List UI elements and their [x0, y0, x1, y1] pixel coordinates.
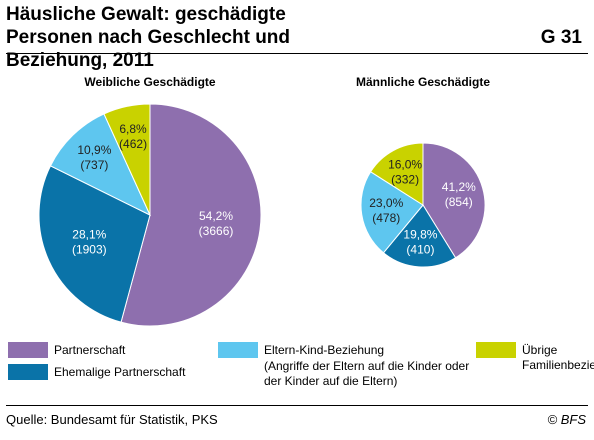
pie-slice	[369, 142, 424, 206]
legend-swatch	[8, 342, 48, 358]
pie-slice	[422, 142, 486, 259]
legend-swatch	[476, 342, 516, 358]
pie-title: Männliche Geschädigte	[356, 75, 490, 89]
value-label: 19,8%	[403, 227, 437, 241]
count-label: (854)	[445, 195, 473, 209]
legend-label: Ehemalige Partnerschaft	[54, 365, 186, 379]
value-label: 23,0%	[369, 196, 403, 210]
count-label: (3666)	[199, 224, 234, 238]
pie-slice	[382, 204, 457, 268]
value-label: 54,2%	[199, 209, 233, 223]
copyright: © BFS	[547, 412, 586, 427]
count-label: (478)	[372, 211, 400, 225]
pie-slice	[49, 113, 152, 217]
pie-slice	[38, 165, 151, 323]
pie-slice	[360, 171, 424, 254]
pie-title: Weibliche Geschädigte	[84, 75, 215, 89]
pie-slice	[103, 103, 151, 216]
value-label: 10,9%	[77, 143, 111, 157]
count-label: (737)	[80, 158, 108, 172]
legend-label: Partnerschaft	[54, 343, 126, 357]
count-label: (462)	[119, 137, 147, 151]
value-label: 6,8%	[119, 122, 147, 136]
pie-slice	[120, 103, 262, 327]
charts: Weibliche Geschädigte 54,2%(3666) 28,1%(19…	[38, 75, 490, 327]
value-label: 28,1%	[72, 228, 106, 242]
source: Quelle: Bundesamt für Statistik, PKS	[6, 412, 218, 427]
legend-label: Eltern-Kind-Beziehung	[264, 343, 385, 357]
value-label: 16,0%	[388, 158, 422, 172]
rule	[6, 53, 588, 54]
count-label: (1903)	[72, 243, 107, 257]
chart-code: G 31	[540, 27, 582, 48]
legend-note: (Angriffe der Eltern auf die Kinder oder…	[264, 359, 470, 388]
legend-swatch	[8, 364, 48, 380]
count-label: (332)	[391, 173, 419, 187]
title: Häusliche Gewalt: geschädigte Personen n…	[6, 4, 291, 71]
legend-label: Übrige Familienbeziehung	[522, 343, 594, 372]
count-label: (410)	[406, 242, 434, 256]
rule	[6, 405, 588, 406]
legend-swatch	[218, 342, 258, 358]
value-label: 41,2%	[442, 180, 476, 194]
